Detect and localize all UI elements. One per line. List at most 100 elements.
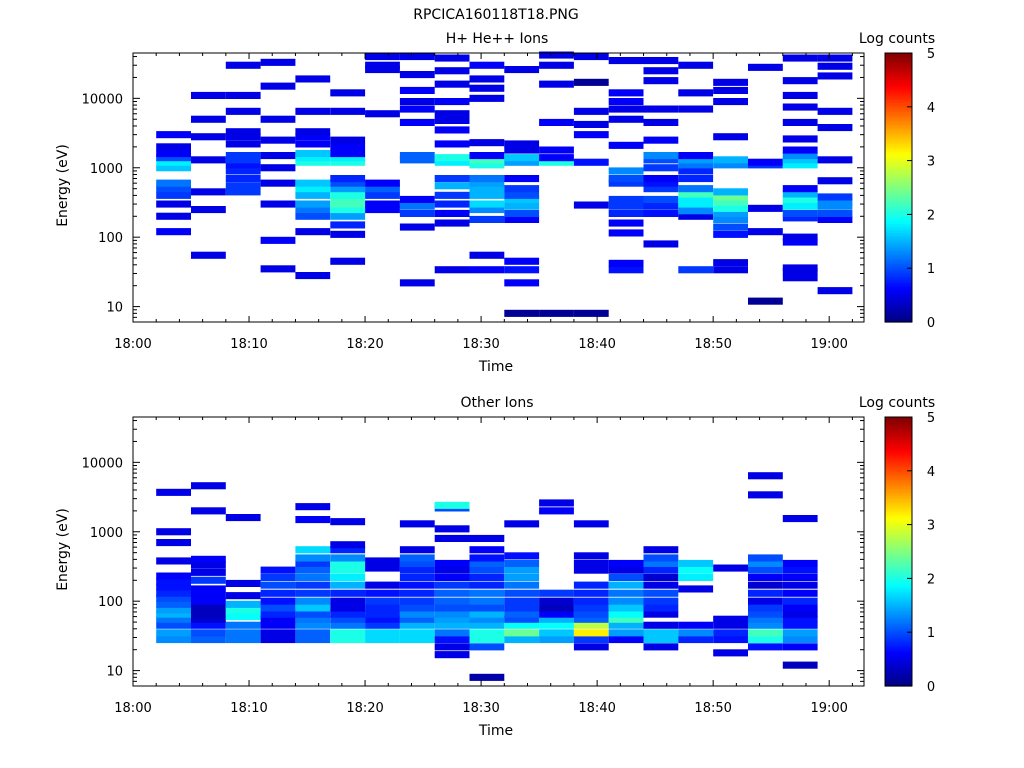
colorbar-segment <box>885 281 912 285</box>
heatmap-cell <box>539 499 574 507</box>
heatmap-cell <box>156 600 191 608</box>
heatmap-cell <box>469 643 505 651</box>
colorbar-segment <box>885 555 912 559</box>
heatmap-cell <box>748 629 783 637</box>
colorbar-segment <box>885 488 912 492</box>
y-tick-label: 1000 <box>90 526 123 541</box>
heatmap-cell <box>817 215 853 223</box>
heatmap-cell <box>504 636 540 644</box>
colorbar-segment <box>885 464 912 467</box>
colorbar-segment <box>885 106 912 110</box>
heatmap-cell <box>608 105 644 113</box>
colorbar-segment <box>885 138 912 142</box>
colorbar-segment <box>885 118 912 121</box>
colorbar-segment <box>885 160 912 164</box>
heatmap-cell <box>539 589 574 597</box>
colorbar-segment <box>885 95 912 99</box>
colorbar-segment <box>885 641 912 645</box>
colorbar-segment <box>885 425 912 429</box>
colorbar-segment <box>885 227 912 231</box>
heatmap-cell <box>782 610 818 618</box>
heatmap-cell <box>539 615 574 623</box>
x-axis: 18:00 18:10 18:20 18:30 18:40 18:50 19:00 <box>114 53 853 352</box>
colorbar-segment <box>885 607 912 611</box>
colorbar-segment <box>885 250 912 254</box>
colorbar-segment <box>885 61 912 65</box>
colorbar-segment <box>885 270 912 274</box>
heatmap-cell <box>260 152 296 160</box>
heatmap-cell <box>260 58 296 66</box>
heatmap-cell <box>365 185 400 193</box>
y-tick-label: 10 <box>106 301 123 316</box>
heatmap-cell <box>434 200 470 208</box>
heatmap-cell <box>643 629 679 637</box>
colorbar-segment <box>885 194 912 198</box>
heatmap-cell <box>817 287 853 295</box>
heatmap-cell <box>260 82 296 90</box>
heatmap-cell <box>434 610 470 618</box>
colorbar-segment <box>885 423 912 427</box>
heatmap-cell <box>399 156 435 164</box>
heatmap-cell <box>434 597 470 605</box>
heatmap-cell <box>678 185 714 193</box>
heatmap-cell <box>748 621 783 629</box>
x-axis-label: Time <box>478 359 513 375</box>
heatmap-cell <box>643 643 679 651</box>
heatmap-cell <box>156 539 191 547</box>
heatmap-cell <box>295 272 331 280</box>
heatmap-cell <box>330 195 366 203</box>
heatmap-cell <box>539 621 574 629</box>
figure-title: RPCICA160118T18.PNG <box>413 7 578 23</box>
heatmap-cell <box>782 185 818 193</box>
heatmap-cell <box>573 581 609 589</box>
colorbar-segment <box>885 479 912 483</box>
colorbar-segment <box>885 265 912 269</box>
heatmap-cell <box>504 279 540 287</box>
heatmap-cell <box>748 610 783 618</box>
heatmap-cell <box>469 589 505 597</box>
heatmap-cell <box>504 552 540 560</box>
heatmap-cell <box>608 621 644 629</box>
heatmap-cell <box>817 209 853 217</box>
colorbar-segment <box>885 450 912 454</box>
heatmap-cell <box>504 191 540 199</box>
heatmap-cell <box>434 629 470 637</box>
heatmap-cell <box>782 214 818 222</box>
colorbar-segment <box>885 542 912 546</box>
heatmap-cell <box>678 195 714 203</box>
heatmap-cell <box>260 566 296 574</box>
heatmap-cell <box>504 615 540 623</box>
heatmap-cell <box>469 615 505 623</box>
colorbar-segment <box>885 185 912 189</box>
heatmap-cell <box>713 266 748 274</box>
heatmap-cell <box>782 146 818 154</box>
colorbar-segment <box>885 564 912 568</box>
colorbar-segment <box>885 126 912 130</box>
heatmap-cell <box>399 105 435 113</box>
colorbar-segment <box>885 73 912 77</box>
heatmap-cell <box>782 238 818 246</box>
heatmap-cell <box>713 188 748 196</box>
heatmap-cell <box>225 182 261 190</box>
heatmap-cell <box>643 156 679 164</box>
heatmap-cell <box>573 566 609 574</box>
heatmap-cell <box>295 75 331 83</box>
heatmap-cell <box>608 141 644 149</box>
colorbar-segment <box>885 214 912 218</box>
colorbar-segment <box>885 506 912 510</box>
heatmap-cell <box>504 66 540 74</box>
heatmap-cell <box>191 585 226 593</box>
heatmap-cell <box>295 597 331 605</box>
heatmap-cell <box>156 557 191 565</box>
heatmap-cell <box>608 589 644 597</box>
colorbar-segment <box>885 499 912 503</box>
heatmap-cell <box>260 265 296 273</box>
heatmap-cell <box>643 202 679 210</box>
heatmap-cell <box>434 266 470 274</box>
x-axis-label: Time <box>478 723 513 739</box>
colorbar-segment <box>885 79 912 83</box>
heatmap-cell <box>191 615 226 623</box>
heatmap-cell <box>191 133 226 141</box>
colorbar-segment <box>885 268 912 272</box>
heatmap-cell <box>748 573 783 581</box>
